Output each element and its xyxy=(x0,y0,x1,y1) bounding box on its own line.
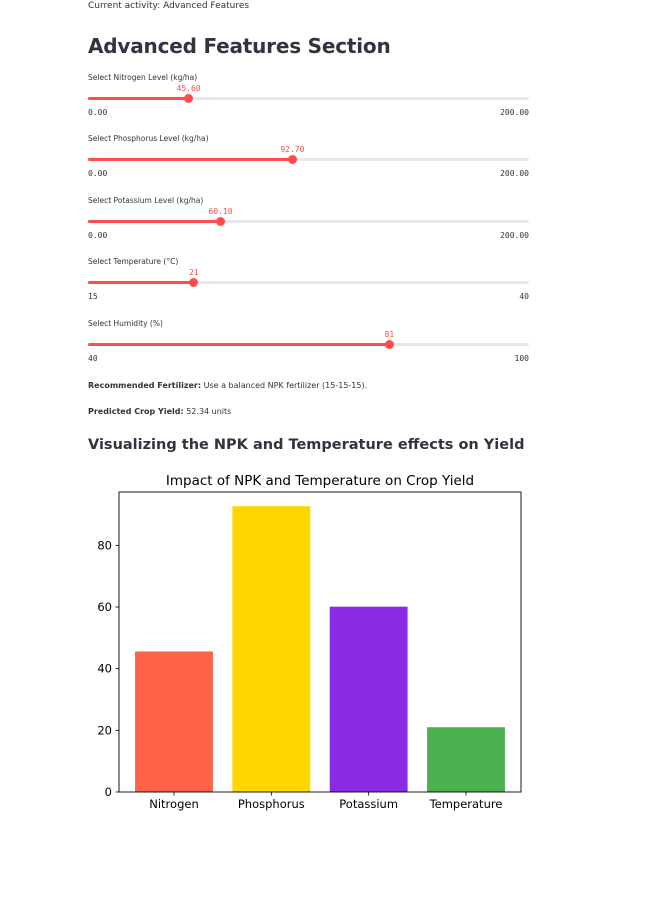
slider-max: 200.00 xyxy=(500,108,529,117)
slider-1[interactable]: Select Phosphorus Level (kg/ha) 92.70 0.00… xyxy=(88,134,529,192)
slider-min: 0.00 xyxy=(88,169,108,178)
bar-chart: Nitrogen Phosphorus Potassium Temperature 0 2… xyxy=(97,473,522,811)
bar-phosphorus xyxy=(232,506,311,792)
slider-value: 45.60 xyxy=(176,84,201,93)
slider-value: 81 xyxy=(384,330,395,339)
slider-thumb[interactable] xyxy=(184,94,194,103)
slider-fill xyxy=(88,220,221,223)
slider-0[interactable]: Select Nitrogen Level (kg/ha) 45.60 0.00 20… xyxy=(88,73,529,131)
slider-value: 92.70 xyxy=(280,145,305,154)
plot-frame xyxy=(118,491,522,793)
slider-min: 40 xyxy=(88,354,98,363)
y-tick-label: 60 xyxy=(97,600,112,614)
recommendation-value: Use a balanced NPK fertilizer (15-15-15)… xyxy=(201,381,368,390)
prediction-label: Predicted Crop Yield: xyxy=(88,407,184,416)
bar-nitrogen xyxy=(135,651,213,792)
y-tick-label: 40 xyxy=(97,662,112,676)
slider-thumb[interactable] xyxy=(287,155,297,164)
slider-max: 40 xyxy=(519,292,529,301)
prediction-text: Predicted Crop Yield: 52.34 units xyxy=(88,407,231,416)
x-tick-label: Phosphorus xyxy=(238,797,305,811)
slider-min: 0.00 xyxy=(88,231,108,240)
prediction-value: 52.34 units xyxy=(183,407,232,416)
x-tick-label: Nitrogen xyxy=(149,797,198,811)
slider-thumb[interactable] xyxy=(189,278,199,287)
slider-min: 15 xyxy=(88,292,98,301)
slider-label: Select Potassium Level (kg/ha) xyxy=(88,196,204,205)
y-tick-label: 80 xyxy=(97,538,112,552)
slider-value: 60.10 xyxy=(208,207,233,216)
slider-fill xyxy=(88,343,390,346)
current-activity: Current activity: Advanced Features xyxy=(88,1,250,11)
slider-fill xyxy=(88,281,194,284)
x-tick-label: Potassium xyxy=(339,797,398,811)
recommendation-label: Recommended Fertilizer: xyxy=(88,381,202,390)
slider-thumb[interactable] xyxy=(384,340,394,349)
slider-track[interactable] xyxy=(88,94,529,103)
page-title: Advanced Features Section xyxy=(88,34,391,58)
slider-3[interactable]: Select Temperature (°C) 21 15 40 xyxy=(88,257,529,315)
slider-min: 0.00 xyxy=(88,108,108,117)
slider-4[interactable]: Select Humidity (%) 81 40 100 xyxy=(88,319,529,377)
slider-track[interactable] xyxy=(88,217,529,226)
slider-thumb[interactable] xyxy=(216,217,226,226)
slider-label: Select Phosphorus Level (kg/ha) xyxy=(88,134,209,143)
bar-temperature xyxy=(427,727,505,792)
slider-track[interactable] xyxy=(88,340,529,349)
recommendation-text: Recommended Fertilizer: Use a balanced N… xyxy=(88,381,367,390)
bar-potassium xyxy=(329,606,408,792)
slider-max: 200.00 xyxy=(500,231,529,240)
slider-max: 100 xyxy=(514,354,529,363)
y-tick-label: 20 xyxy=(97,723,112,737)
slider-label: Select Temperature (°C) xyxy=(88,257,179,266)
chart-heading: Visualizing the NPK and Temperature effe… xyxy=(88,437,525,453)
slider-fill xyxy=(88,97,189,100)
slider-track[interactable] xyxy=(88,278,529,287)
y-tick-label: 0 xyxy=(105,785,112,799)
slider-max: 200.00 xyxy=(500,169,529,178)
slider-label: Select Nitrogen Level (kg/ha) xyxy=(88,73,198,82)
x-tick-label: Temperature xyxy=(429,797,503,811)
slider-2[interactable]: Select Potassium Level (kg/ha) 60.10 0.00 2… xyxy=(88,196,529,254)
slider-label: Select Humidity (%) xyxy=(88,319,163,328)
slider-fill xyxy=(88,158,293,161)
slider-track[interactable] xyxy=(88,155,529,164)
chart-title: Impact of NPK and Temperature on Crop Yi… xyxy=(166,473,474,489)
slider-value: 21 xyxy=(189,268,199,277)
